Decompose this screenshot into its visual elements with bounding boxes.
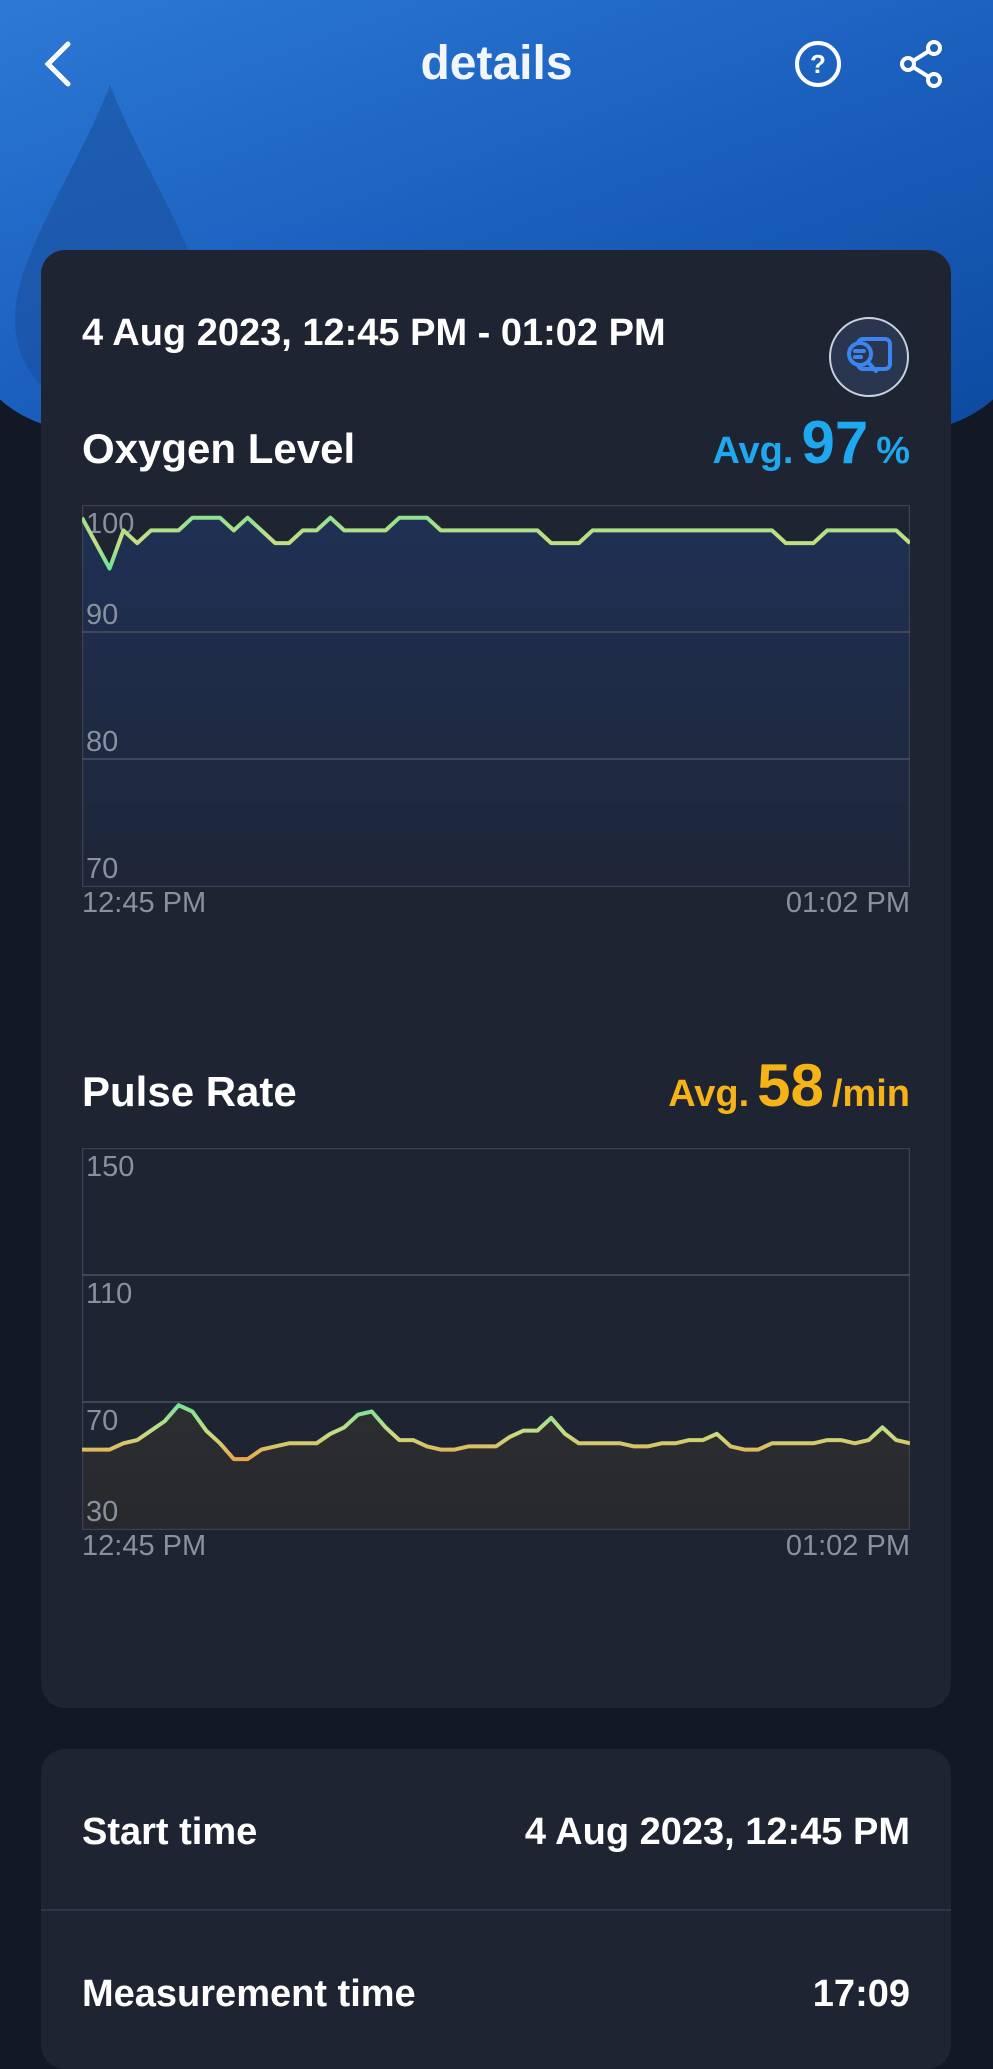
detail-label: Measurement time [82, 1972, 416, 2015]
oxygen-title: Oxygen Level [82, 425, 356, 472]
y-tick-label: 80 [86, 726, 118, 758]
plot-border [82, 505, 910, 887]
y-tick-label: 70 [86, 853, 118, 885]
detail-value: 17:09 [812, 1972, 910, 2015]
back-button[interactable] [30, 36, 86, 92]
pulse-title: Pulse Rate [82, 1068, 297, 1115]
x-tick-start: 12:45 PM [82, 887, 207, 919]
detail-label: Start time [82, 1810, 258, 1853]
page-title: details [420, 37, 573, 90]
svg-text:?: ? [810, 49, 826, 79]
search-report-icon [847, 337, 892, 373]
avg-unit: % [876, 430, 910, 472]
area-fill [82, 517, 910, 886]
detail-row-measurement-time: Measurement time 17:09 [82, 1969, 910, 2019]
detail-value: 4 Aug 2023, 12:45 PM [524, 1810, 910, 1853]
pulse-chart: 150 110 70 30 [82, 1148, 910, 1530]
avg-unit: /min [831, 1073, 910, 1115]
chevron-left-icon [44, 41, 71, 87]
report-button[interactable] [829, 317, 909, 397]
detail-row-start-time: Start time 4 Aug 2023, 12:45 PM [82, 1807, 910, 1857]
share-icon [900, 40, 942, 88]
avg-label: Avg. [668, 1073, 750, 1115]
y-tick-label: 150 [86, 1151, 134, 1183]
area-fill [82, 1405, 910, 1529]
details-card: Start time 4 Aug 2023, 12:45 PM Measureme… [41, 1749, 951, 2069]
avg-value: 97 [801, 409, 869, 476]
plot-border [82, 1148, 910, 1530]
x-tick-start: 12:45 PM [82, 1530, 207, 1562]
x-tick-end: 01:02 PM [785, 1530, 910, 1562]
y-tick-label: 110 [86, 1278, 132, 1310]
avg-value: 58 [757, 1052, 824, 1119]
help-button[interactable]: ? [790, 36, 846, 92]
y-tick-label: 30 [86, 1496, 118, 1528]
y-tick-label: 90 [86, 599, 118, 631]
x-tick-end: 01:02 PM [785, 887, 910, 919]
chart-card: 4 Aug 2023, 12:45 PM - 01:02 PM Oxygen L… [41, 250, 951, 1708]
help-circle-icon: ? [795, 41, 841, 87]
avg-label: Avg. [712, 430, 794, 472]
share-button[interactable] [894, 36, 950, 92]
pulse-average: Avg. 58/min [668, 1051, 910, 1120]
series-line [82, 1403, 910, 1462]
series-line [82, 515, 910, 571]
date-range: 4 Aug 2023, 12:45 PM - 01:02 PM [82, 312, 666, 354]
divider [41, 1909, 951, 1911]
oxygen-average: Avg. 97% [713, 408, 910, 477]
y-tick-label: 70 [86, 1405, 118, 1437]
